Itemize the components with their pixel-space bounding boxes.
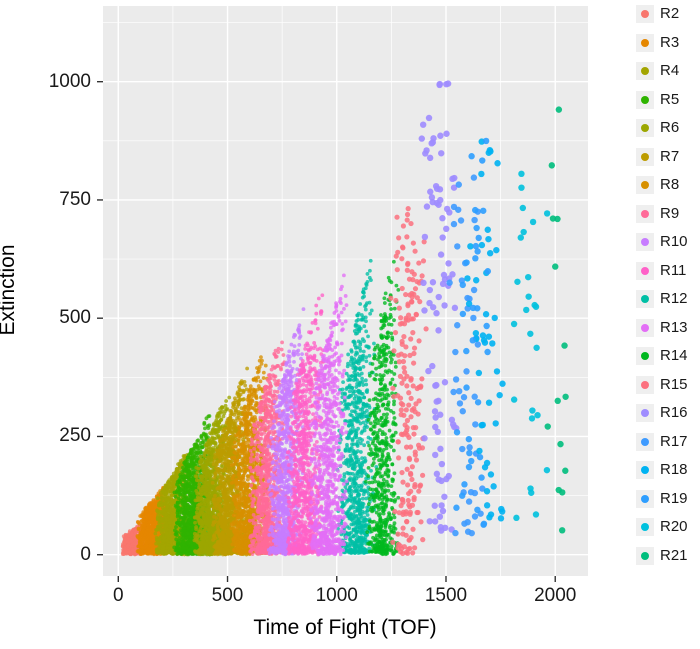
legend-swatch-dot-icon	[641, 67, 649, 75]
legend-swatch-dot-icon	[641, 238, 649, 246]
legend-item-label: R14	[660, 347, 688, 364]
legend-item-label: R15	[660, 375, 688, 393]
legend-item: R21	[636, 546, 688, 565]
legend-key	[636, 290, 654, 308]
legend-item: R18	[636, 461, 688, 479]
y-tick-label: 750	[59, 188, 91, 210]
legend-key	[636, 147, 654, 166]
legend-key	[636, 62, 654, 80]
legend-swatch-dot-icon	[641, 38, 649, 47]
legend-item: R19	[636, 489, 688, 508]
y-tick-label: 0	[80, 543, 91, 565]
legend-swatch-dot-icon	[641, 152, 649, 161]
legend-key	[636, 404, 654, 422]
y-tick-label: 500	[59, 307, 91, 329]
legend-swatch-dot-icon	[641, 95, 649, 104]
legend-swatch-dot-icon	[641, 295, 649, 303]
x-tick-label: 0	[112, 585, 124, 606]
legend-item: R12	[636, 290, 688, 308]
legend-swatch-dot-icon	[641, 124, 649, 132]
legend-item-label: R20	[660, 518, 688, 535]
legend-item: R3	[636, 33, 688, 52]
legend-item-label: R12	[660, 290, 688, 307]
legend-key	[636, 119, 654, 137]
legend-item: R2	[636, 5, 688, 23]
legend-item: R4	[636, 62, 688, 80]
x-tick-label: 1000	[315, 585, 358, 606]
legend-key	[636, 489, 654, 508]
legend-item: R16	[636, 404, 688, 422]
legend-item-label: R8	[660, 176, 680, 193]
legend-key	[636, 33, 654, 52]
x-tick-label: 2000	[534, 585, 577, 606]
legend-swatch-dot-icon	[641, 380, 649, 389]
legend-item: R15	[636, 375, 688, 394]
legend-swatch-dot-icon	[641, 551, 649, 560]
legend-key	[636, 233, 654, 251]
legend-swatch-dot-icon	[641, 352, 649, 360]
legend-key	[636, 461, 654, 479]
legend-item: R14	[636, 347, 688, 365]
legend-item: R6	[636, 119, 688, 137]
legend-swatch-dot-icon	[641, 209, 649, 218]
legend-swatch-dot-icon	[641, 523, 649, 531]
legend-item-label: R10	[660, 233, 688, 250]
legend-item-label: R6	[660, 119, 680, 136]
legend: R2 R3 R4 R5 R6 R7 R8 R9 R10 R11 R12 R13 R14 R15 R16 R17…	[636, 5, 688, 565]
y-tick-label: 250	[59, 425, 91, 447]
legend-key	[636, 432, 654, 451]
legend-key	[636, 546, 654, 565]
legend-item-label: R9	[660, 204, 680, 222]
legend-swatch-dot-icon	[641, 437, 649, 446]
legend-key	[636, 5, 654, 23]
legend-item: R8	[636, 176, 688, 194]
legend-key	[636, 204, 654, 223]
legend-key	[636, 375, 654, 394]
legend-item-label: R17	[660, 432, 688, 450]
legend-item: R9	[636, 204, 688, 223]
legend-swatch-dot-icon	[641, 10, 649, 18]
legend-item-label: R13	[660, 318, 688, 336]
legend-key	[636, 318, 654, 337]
legend-swatch-dot-icon	[641, 409, 649, 417]
legend-item: R11	[636, 261, 688, 280]
legend-item-label: R7	[660, 147, 680, 165]
legend-item-label: R3	[660, 33, 680, 51]
legend-item-label: R18	[660, 461, 688, 478]
legend-item: R5	[636, 90, 688, 109]
legend-item-label: R19	[660, 489, 688, 507]
legend-item-label: R11	[660, 261, 687, 279]
legend-swatch-dot-icon	[641, 323, 649, 332]
legend-key	[636, 347, 654, 365]
legend-key	[636, 90, 654, 109]
legend-item: R13	[636, 318, 688, 337]
x-tick-label: 500	[211, 585, 244, 606]
y-tick-label: 1000	[48, 70, 91, 92]
legend-item: R17	[636, 432, 688, 451]
legend-key	[636, 176, 654, 194]
legend-swatch-dot-icon	[641, 266, 649, 275]
legend-key	[636, 518, 654, 536]
legend-item: R7	[636, 147, 688, 166]
legend-item: R20	[636, 518, 688, 536]
legend-item-label: R21	[660, 546, 688, 564]
legend-key	[636, 261, 654, 280]
legend-swatch-dot-icon	[641, 181, 649, 189]
legend-swatch-dot-icon	[641, 494, 649, 503]
legend-swatch-dot-icon	[641, 466, 649, 474]
legend-item-label: R5	[660, 90, 680, 108]
legend-item: R10	[636, 233, 688, 251]
x-axis-title: Time of Fight (TOF)	[253, 616, 437, 639]
legend-item-label: R2	[660, 5, 680, 22]
legend-item-label: R16	[660, 404, 688, 421]
legend-item-label: R4	[660, 62, 680, 79]
x-tick-label: 1500	[424, 585, 468, 606]
y-axis-title: Extinction	[0, 244, 19, 336]
